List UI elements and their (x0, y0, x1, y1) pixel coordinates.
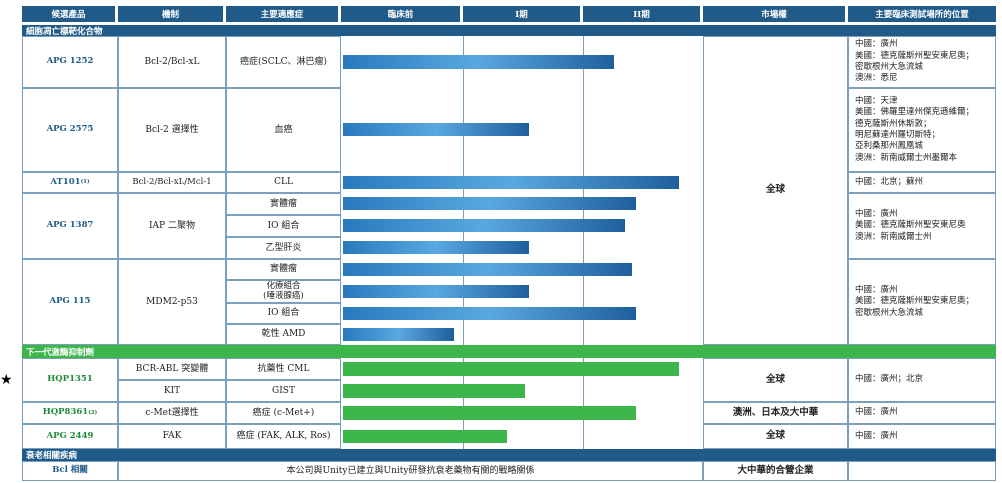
indication-apg1387-3: 乙型肝炎 (226, 237, 341, 259)
section-tki: 下一代激酶抑制劑 (22, 345, 996, 358)
indication-apg1387-2: IO 組合 (226, 215, 341, 237)
mechanism-hqp1351-2: KIT (118, 380, 226, 402)
bcl-description: 本公司與Unity已建立與Unity研發抗衰老藥物有關的戰略關係 (118, 461, 703, 481)
sites-bcl (848, 461, 996, 481)
progress-bar (343, 430, 507, 443)
sites-apg2449: 中國：廣州 (848, 424, 996, 449)
progress-bar (343, 263, 632, 276)
indication-at101: CLL (226, 172, 341, 193)
indication-hqp1351-1: 抗藥性 CML (226, 358, 341, 380)
product-apg115: APG 115 (22, 259, 118, 345)
indication-apg115-2: 化療組合 (唾液腺癌) (226, 280, 341, 303)
indication-apg115-4: 乾性 AMD (226, 324, 341, 345)
mechanism-apg115: MDM2-p53 (118, 259, 226, 345)
header-mechanism: 機制 (118, 6, 223, 22)
header-sites: 主要臨床測試場所的位置 (848, 6, 996, 22)
progress-bar (343, 55, 614, 69)
market-global-apoptosis: 全球 (703, 36, 848, 345)
sites-hqp8361: 中國：廣州 (848, 402, 996, 424)
header-candidate: 候選產品 (22, 6, 115, 22)
phase-divider (463, 358, 464, 449)
mechanism-at101: Bcl-2/Bcl-xL/Mcl-1 (118, 172, 226, 193)
indication-hqp1351-2: GIST (226, 380, 341, 402)
progress-bar (343, 384, 525, 398)
progress-bar (343, 219, 625, 232)
progress-bar (343, 123, 529, 136)
progress-bar (343, 285, 529, 298)
indication-apg2575: 血癌 (226, 88, 341, 172)
product-apg2449: APG 2449 (22, 424, 118, 449)
phase-divider (583, 358, 584, 449)
mechanism-apg2449: FAK (118, 424, 226, 449)
section-aging: 衰老相關疾病 (22, 449, 996, 461)
sites-hqp1351: 中國：廣州；北京 (848, 358, 996, 402)
header-phase1: I期 (463, 6, 580, 22)
sites-apg115: 中國：廣州 美國：德克薩斯州聖安東尼奧； 密歇根州大急流城 (848, 259, 996, 345)
product-bcl: Bcl 相關 (22, 461, 118, 481)
phase-divider (463, 36, 464, 345)
mechanism-apg1387: IAP 二聚物 (118, 193, 226, 259)
progress-bar (343, 307, 636, 320)
progress-bar (343, 176, 679, 189)
header-indication: 主要適應症 (226, 6, 338, 22)
product-apg2575: APG 2575 (22, 88, 118, 172)
section-apoptosis: 細胞凋亡標靶化合物 (22, 25, 996, 37)
progress-bar (343, 362, 679, 376)
header-preclinical: 臨床前 (341, 6, 460, 22)
product-at101: AT101 (1) (22, 172, 118, 193)
product-apg1387: APG 1387 (22, 193, 118, 259)
progress-bar (343, 241, 529, 254)
indication-apg1387-1: 實體瘤 (226, 193, 341, 215)
indication-apg1252: 癌症(SCLC、淋巴瘤) (226, 36, 341, 88)
indication-apg115-3: IO 組合 (226, 303, 341, 324)
phase-divider (583, 36, 584, 345)
product-apg1252: APG 1252 (22, 36, 118, 88)
sites-apg1252: 中國：廣州 美國：德克薩斯州聖安東尼奧； 密歇根州大急流城 澳洲：悉尼 (848, 36, 996, 88)
product-hqp8361: HQP8361 (2) (22, 402, 118, 424)
market-hqp8361: 澳洲、日本及大中華 (703, 402, 848, 424)
mechanism-hqp1351-1: BCR-ABL 突變體 (118, 358, 226, 380)
progress-bar (343, 328, 454, 341)
market-hqp1351: 全球 (703, 358, 848, 402)
mechanism-apg1252: Bcl-2/Bcl-xL (118, 36, 226, 88)
progress-bar (343, 406, 636, 420)
sites-apg1387: 中國：廣州 美國：德克薩斯州聖安東尼奧 澳洲：新南威爾士州 (848, 193, 996, 259)
header-market: 市場權 (703, 6, 845, 22)
sites-apg2575: 中國：天津 美國：佛羅里達州傑克遜維爾； 德克薩斯州休斯敦； 明尼蘇達州羅切斯特… (848, 88, 996, 172)
indication-hqp8361: 癌症 (c-Met+) (226, 402, 341, 424)
market-bcl: 大中華的合營企業 (703, 461, 848, 481)
product-hqp1351: HQP1351 (22, 358, 118, 402)
indication-apg115-1: 實體瘤 (226, 259, 341, 280)
mechanism-hqp8361: c-Met選擇性 (118, 402, 226, 424)
indication-apg2449: 癌症 (FAK, ALK, Ros) (226, 424, 341, 449)
star-icon: ★ (0, 372, 13, 388)
mechanism-apg2575: Bcl-2 選擇性 (118, 88, 226, 172)
progress-bar (343, 197, 636, 210)
sites-at101: 中國：北京；蘇州 (848, 172, 996, 193)
header-phase2: II期 (583, 6, 700, 22)
market-apg2449: 全球 (703, 424, 848, 449)
